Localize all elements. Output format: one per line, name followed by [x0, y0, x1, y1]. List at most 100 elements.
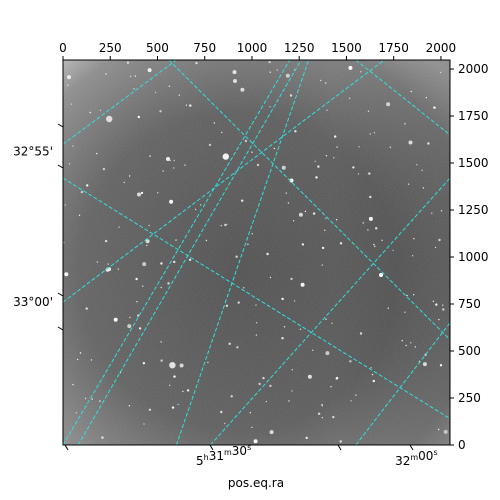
pixel-y-axis-right: 0 250 500 750 1000 1250 1500 1750 2000 [450, 62, 489, 452]
dec-axis-left: 32°55' 33°00' [13, 123, 64, 331]
star [64, 272, 69, 277]
pixel-x-axis-top: 0 250 500 750 1000 1250 1500 1750 2000 [59, 41, 456, 60]
star [184, 164, 186, 166]
star [381, 239, 383, 241]
star [387, 307, 389, 309]
star [154, 91, 157, 94]
x-tick-label: 2000 [426, 41, 457, 55]
star [289, 94, 293, 97]
star [145, 239, 150, 244]
grid-line [355, 322, 450, 445]
star [269, 430, 274, 435]
star [386, 102, 391, 107]
star [357, 173, 360, 175]
star [186, 389, 190, 392]
star [392, 249, 394, 252]
star [291, 390, 293, 392]
x-tick-label: 1750 [378, 41, 409, 55]
star [173, 375, 176, 378]
grid-line [63, 60, 291, 445]
star [105, 73, 107, 75]
star [129, 75, 132, 78]
star [416, 164, 418, 166]
star [117, 268, 120, 270]
y-tick-label: 250 [458, 391, 481, 405]
star [321, 246, 325, 250]
star [134, 75, 136, 77]
star [379, 273, 383, 277]
star [414, 346, 416, 348]
star [307, 374, 312, 379]
star [78, 214, 81, 216]
star [368, 172, 371, 175]
star [173, 260, 176, 264]
y-tick-label: 1250 [458, 203, 489, 217]
star [194, 208, 197, 211]
star [360, 71, 362, 73]
star [222, 153, 229, 160]
star [258, 382, 261, 386]
star [224, 422, 226, 425]
grid-line [63, 60, 177, 145]
star [427, 142, 430, 145]
ra-tick-mark [209, 444, 214, 451]
star [407, 183, 410, 185]
star [301, 243, 305, 246]
star [233, 79, 237, 83]
star [266, 252, 269, 256]
star [253, 439, 258, 444]
star [368, 216, 373, 221]
star [226, 223, 228, 226]
ra-tick-label: 32m00s [395, 448, 438, 468]
star [113, 317, 118, 322]
star [236, 346, 239, 349]
star [107, 263, 109, 265]
star [374, 245, 376, 248]
star [160, 262, 163, 265]
star [167, 282, 170, 285]
grid-line [63, 60, 385, 303]
star [70, 103, 73, 105]
star [269, 384, 272, 388]
star [369, 133, 371, 135]
star [367, 229, 369, 231]
star [251, 426, 253, 429]
star [91, 398, 93, 400]
star [243, 287, 245, 289]
star [247, 243, 249, 245]
star [160, 359, 163, 362]
star [325, 217, 327, 220]
star [171, 406, 175, 409]
star [432, 300, 435, 302]
star [438, 238, 441, 242]
star [102, 167, 106, 171]
star [160, 286, 162, 289]
coordinate-grid [63, 60, 450, 445]
dec-tick-mark [57, 123, 64, 128]
ra-tick-mark [337, 444, 342, 451]
star [373, 132, 376, 134]
star [325, 351, 330, 356]
star [324, 229, 326, 231]
star [225, 304, 229, 307]
star [404, 123, 406, 125]
star [273, 147, 275, 150]
star [140, 191, 144, 195]
star [147, 68, 152, 73]
star [173, 159, 175, 162]
x-tick-label: 1250 [284, 41, 315, 55]
star [68, 163, 71, 165]
star [138, 327, 142, 330]
star [317, 165, 320, 168]
star [269, 276, 272, 279]
star [413, 238, 415, 240]
star [285, 192, 287, 194]
star [335, 376, 339, 380]
star [149, 155, 151, 157]
star [358, 146, 360, 148]
star [265, 400, 268, 403]
star [99, 109, 102, 112]
star [325, 155, 328, 157]
star [269, 106, 271, 108]
